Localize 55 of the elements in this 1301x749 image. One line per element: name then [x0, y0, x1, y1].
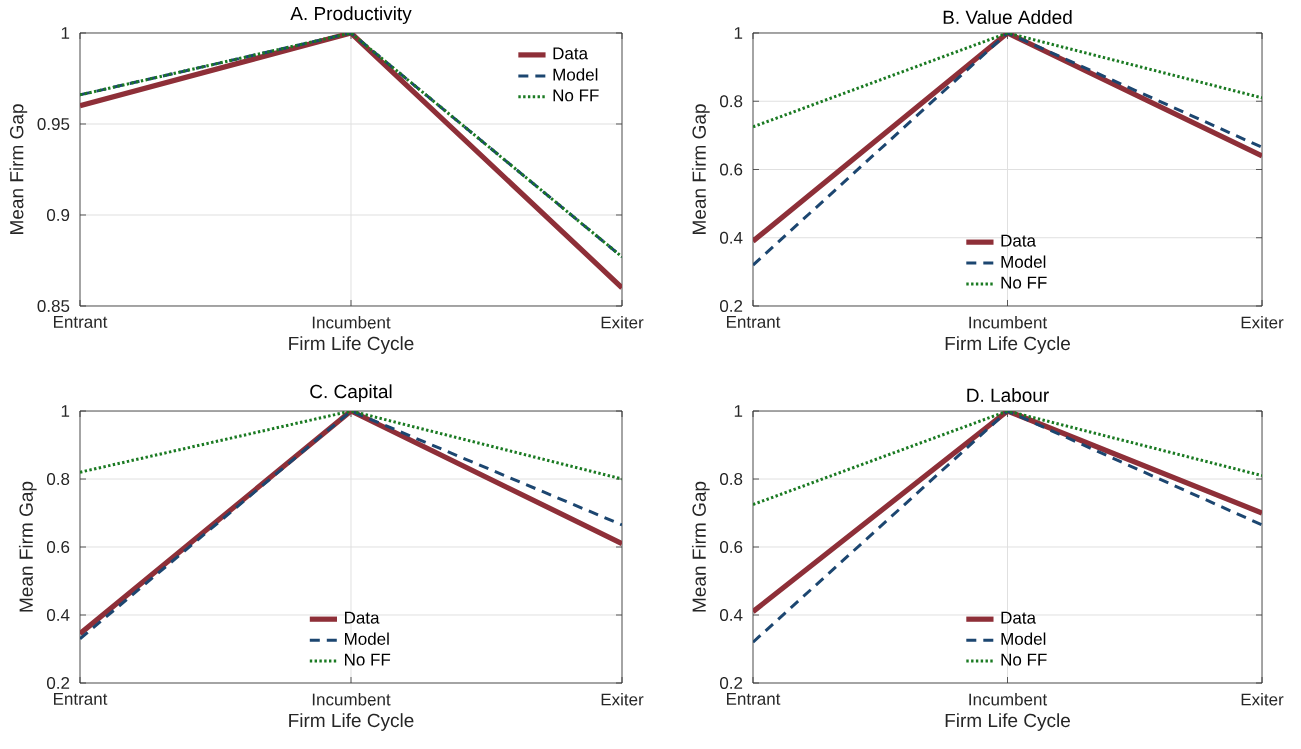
- x-tick-label: Exiter: [1241, 693, 1284, 706]
- legend-label: Data: [345, 611, 380, 624]
- y-tick-label: 1: [61, 27, 70, 39]
- y-axis-title: Mean Firm Gap: [18, 481, 37, 612]
- x-tick-label: Incumbent: [969, 693, 1048, 706]
- x-tick-label: Incumbent: [312, 693, 391, 706]
- x-axis-title: Firm Life Cycle: [289, 336, 414, 354]
- x-tick-label: Entrant: [727, 693, 781, 705]
- chart-title: B. Value Added: [943, 10, 1072, 24]
- x-tick-label: Exiter: [1241, 316, 1284, 329]
- x-tick-label: Entrant: [727, 316, 781, 328]
- legend-label: Model: [553, 68, 598, 81]
- x-axis-title: Firm Life Cycle: [945, 713, 1070, 731]
- legend-label: Model: [1001, 632, 1046, 645]
- y-tick-label: 0.8: [46, 472, 70, 486]
- y-tick-label: 0.6: [46, 540, 70, 554]
- y-axis-title: Mean Firm Gap: [9, 104, 28, 234]
- x-axis-title: Firm Life Cycle: [289, 713, 414, 731]
- legend-label: No FF: [1001, 653, 1047, 666]
- y-tick-label: 0.2: [719, 299, 743, 312]
- y-tick-label: 0.2: [719, 676, 743, 690]
- y-axis-title: Mean Firm Gap: [691, 104, 710, 234]
- chart-title: C. Capital: [310, 384, 392, 403]
- legend-label: No FF: [1001, 276, 1047, 289]
- y-tick-label: 0.9: [46, 208, 70, 221]
- legend-label: No FF: [345, 653, 391, 666]
- x-tick-label: Exiter: [601, 316, 644, 329]
- x-tick-label: Incumbent: [969, 316, 1048, 329]
- y-tick-label: 0.4: [719, 608, 743, 622]
- y-tick-label: 1: [734, 27, 743, 39]
- x-tick-label: Entrant: [54, 693, 108, 705]
- x-tick-label: Incumbent: [312, 316, 391, 329]
- x-tick-label: Exiter: [601, 693, 644, 706]
- legend-label: Data: [1001, 234, 1037, 247]
- y-tick-label: 0.6: [719, 540, 743, 554]
- chart-title: D. Labour: [967, 388, 1049, 403]
- x-axis-title: Firm Life Cycle: [945, 336, 1070, 354]
- legend-label: Data: [1001, 611, 1037, 624]
- y-tick-label: 0.6: [719, 163, 743, 176]
- y-tick-label: 0.8: [719, 95, 743, 108]
- legend-label: Data: [553, 47, 589, 60]
- y-tick-label: 1: [734, 405, 743, 417]
- chart-title: A. Productivity: [290, 6, 412, 24]
- y-axis-title: Mean Firm Gap: [691, 481, 710, 612]
- y-tick-label: 1: [61, 405, 70, 417]
- y-tick-label: 0.2: [46, 676, 70, 690]
- legend-label: Model: [1001, 255, 1046, 268]
- y-tick-label: 0.85: [37, 299, 70, 312]
- x-tick-label: Entrant: [54, 316, 108, 328]
- legend-label: No FF: [553, 89, 599, 102]
- legend-label: Model: [345, 632, 389, 645]
- y-tick-label: 0.95: [37, 117, 70, 130]
- y-tick-label: 0.4: [719, 231, 743, 244]
- y-tick-label: 0.8: [719, 472, 743, 486]
- y-tick-label: 0.4: [46, 608, 70, 622]
